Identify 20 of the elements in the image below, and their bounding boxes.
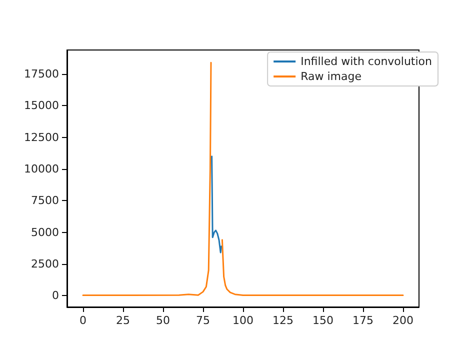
x-tick-label: 200: [392, 314, 414, 327]
legend-label: Infilled with convolution: [300, 55, 432, 68]
x-tick-label: 25: [116, 314, 130, 327]
x-tick-label: 50: [156, 314, 170, 327]
x-tick-label: 150: [312, 314, 334, 327]
x-tick-label: 0: [80, 314, 86, 327]
y-tick-label: 10000: [24, 162, 59, 176]
y-tick-label: 15000: [24, 99, 59, 112]
line-series: [211, 156, 222, 254]
y-tick-label: 0: [52, 289, 59, 302]
legend-label: Raw image: [300, 70, 362, 83]
x-tick-label: 125: [272, 314, 294, 327]
y-tick-label: 17500: [24, 68, 59, 81]
x-tick-label: 175: [352, 314, 374, 327]
y-tick-label: 12500: [24, 130, 59, 144]
x-tick-label: 100: [232, 314, 254, 327]
y-tick-label: 5000: [31, 226, 59, 239]
x-tick-label: 75: [196, 314, 210, 327]
y-tick-label: 2500: [31, 257, 59, 270]
y-tick-label: 7500: [31, 194, 59, 208]
